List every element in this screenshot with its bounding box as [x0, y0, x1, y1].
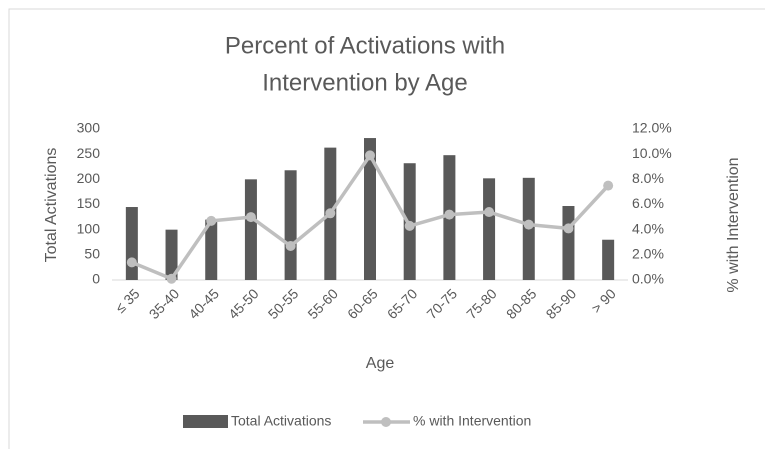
- line-marker: [245, 212, 256, 223]
- line-marker: [126, 257, 137, 268]
- line-marker: [603, 180, 614, 191]
- bar: [364, 138, 376, 280]
- line-marker: [166, 273, 177, 284]
- y2-tick-label: 4.0%: [632, 220, 664, 236]
- legend-swatch: [183, 415, 228, 428]
- bar: [562, 206, 575, 280]
- line-marker: [404, 220, 415, 231]
- y2-axis-title: % with Intervention: [725, 157, 742, 292]
- x-tick-label: 35-40: [146, 285, 183, 322]
- legend-swatch: [381, 417, 391, 427]
- x-tick-label: 40-45: [185, 285, 222, 322]
- line-marker: [523, 219, 534, 230]
- x-tick-label: 60-65: [344, 285, 381, 322]
- line-marker: [206, 215, 217, 226]
- chart-title: Percent of Activations with: [225, 32, 505, 59]
- y-tick-label: 100: [77, 220, 101, 236]
- legend-label: Total Activations: [231, 413, 331, 429]
- chart-title: Intervention by Age: [262, 69, 467, 96]
- x-tick-label: 55-60: [304, 285, 341, 322]
- line-marker: [444, 209, 455, 220]
- bar: [125, 207, 138, 280]
- y-tick-label: 200: [77, 170, 101, 186]
- x-tick-label: ≤ 35: [112, 285, 143, 316]
- x-tick-label: 50-55: [265, 285, 302, 322]
- y-tick-label: 300: [77, 120, 101, 136]
- x-axis-title: Age: [366, 355, 395, 372]
- line-marker: [285, 241, 296, 252]
- y-tick-label: 250: [77, 145, 101, 161]
- y2-tick-label: 10.0%: [632, 145, 672, 161]
- chart-frame: [8, 8, 765, 449]
- bar: [165, 229, 178, 280]
- legend-label: % with Intervention: [413, 413, 531, 429]
- y-tick-label: 150: [77, 195, 101, 211]
- x-tick-label: 70-75: [423, 285, 460, 322]
- x-tick-label: 65-70: [384, 285, 421, 322]
- x-tick-label: 75-80: [463, 285, 500, 322]
- y-tick-label: 50: [84, 246, 100, 262]
- bar: [483, 178, 496, 280]
- y2-tick-label: 12.0%: [632, 120, 672, 136]
- line-marker: [563, 223, 574, 234]
- line-marker: [484, 207, 495, 218]
- y2-tick-label: 6.0%: [632, 195, 664, 211]
- line-marker: [365, 150, 375, 161]
- bar: [244, 179, 257, 280]
- y-tick-label: 0: [92, 271, 100, 287]
- bar: [284, 170, 297, 280]
- y2-tick-label: 0.0%: [632, 271, 664, 287]
- y-axis-title: Total Activations: [43, 148, 60, 263]
- x-tick-label: 45-50: [225, 285, 262, 322]
- bar: [205, 219, 218, 280]
- x-tick-label: 85-90: [543, 285, 580, 322]
- line-marker: [325, 208, 336, 219]
- x-tick-label: > 90: [588, 285, 619, 316]
- bar: [602, 239, 615, 280]
- y2-tick-label: 2.0%: [632, 246, 664, 262]
- y2-tick-label: 8.0%: [632, 170, 664, 186]
- x-tick-label: 80-85: [503, 285, 540, 322]
